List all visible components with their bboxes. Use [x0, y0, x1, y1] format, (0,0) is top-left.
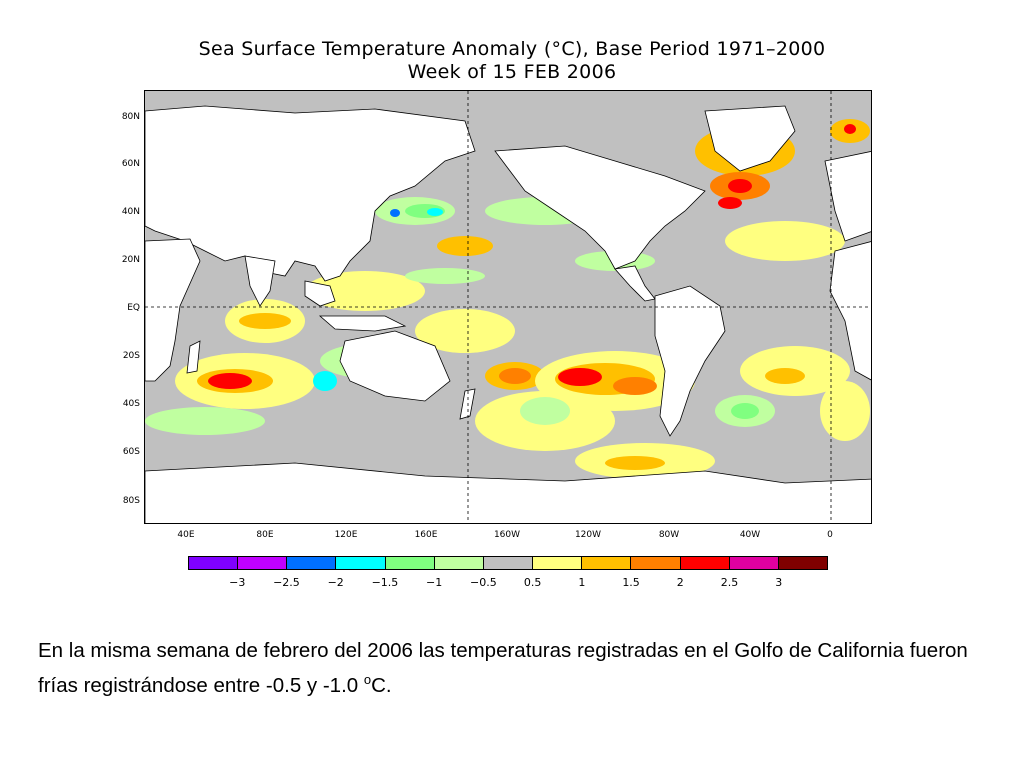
color-scale-label-5: −0.5 [470, 576, 497, 589]
color-swatch-2 [287, 557, 337, 569]
caption-main: En la misma semana de febrero del 2006 l… [38, 639, 968, 697]
caption-degree-sup: o [363, 672, 372, 687]
color-scale-label-7: 1 [578, 576, 586, 589]
color-swatch-11 [729, 557, 779, 569]
lon-label-120e: 120E [334, 530, 358, 540]
lat-label-80s: 80S [122, 496, 140, 506]
color-swatch-12 [778, 557, 828, 569]
color-swatch-6 [483, 557, 534, 569]
map-title: Sea Surface Temperature Anomaly (°C), Ba… [198, 38, 826, 60]
reference-lines [145, 91, 871, 523]
lon-label-40e: 40E [177, 530, 195, 540]
lat-label-20s: 20S [122, 351, 140, 361]
color-scale-label-6: 0.5 [523, 576, 542, 589]
lon-label-80e: 80E [256, 530, 274, 540]
color-scale-label-11: 3 [775, 576, 783, 589]
color-scale-bar [188, 556, 828, 570]
lon-label-80w: 80W [658, 530, 680, 540]
color-swatch-4 [385, 557, 435, 569]
caption-text: En la misma semana de febrero del 2006 l… [38, 636, 998, 700]
color-scale-label-10: 2.5 [720, 576, 739, 589]
color-swatch-1 [238, 557, 288, 569]
lat-label-60n: 60N [121, 159, 140, 169]
color-swatch-10 [680, 557, 730, 569]
lon-label-40w: 40W [739, 530, 761, 540]
lon-label-120w: 120W [574, 530, 602, 540]
lat-label-40n: 40N [121, 207, 140, 217]
lon-label-160e: 160E [414, 530, 438, 540]
color-scale-label-1: −2.5 [273, 576, 300, 589]
color-swatch-7 [533, 557, 583, 569]
map-canvas [145, 91, 871, 523]
color-scale-label-2: −2 [327, 576, 344, 589]
color-swatch-8 [582, 557, 632, 569]
sst-anomaly-map [144, 90, 872, 524]
lon-label-160w: 160W [493, 530, 521, 540]
color-swatch-9 [631, 557, 681, 569]
color-scale-label-3: −1.5 [371, 576, 399, 589]
color-scale-label-4: −1 [426, 576, 443, 589]
color-swatch-3 [336, 557, 386, 569]
color-swatch-5 [434, 557, 484, 569]
map-subtitle: Week of 15 FEB 2006 [407, 61, 617, 83]
color-swatch-0 [189, 557, 239, 569]
lat-label-eq: EQ [127, 303, 140, 313]
lon-label-0: 0 [827, 530, 833, 540]
caption-unit: C. [371, 673, 392, 697]
color-scale-label-9: 2 [676, 576, 684, 589]
color-scale-label-8: 1.5 [622, 576, 640, 589]
lat-label-40s: 40S [122, 399, 140, 409]
lat-label-20n: 20N [121, 255, 140, 265]
color-scale-label-0: −3 [229, 576, 246, 589]
landmasses [145, 105, 871, 523]
lat-label-60s: 60S [122, 447, 140, 457]
lat-label-80n: 80N [121, 112, 140, 122]
